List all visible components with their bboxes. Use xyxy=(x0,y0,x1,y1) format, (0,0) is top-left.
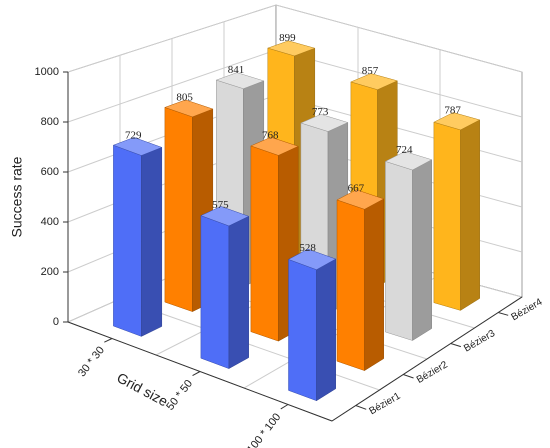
bar-side xyxy=(228,215,249,370)
x-tick xyxy=(104,338,113,343)
z-tick-label: 200 xyxy=(41,266,59,278)
bar-face xyxy=(164,107,193,312)
z-tick-label: 800 xyxy=(41,116,59,128)
value-label: 787 xyxy=(444,105,461,117)
value-label: 773 xyxy=(312,106,329,118)
x-tick-label: 30 * 30 xyxy=(76,344,107,379)
bar-top xyxy=(384,151,433,171)
bar-top xyxy=(200,206,250,227)
z-tick-label: 1000 xyxy=(35,66,59,78)
bar-face xyxy=(113,144,142,337)
bar-side xyxy=(412,159,432,341)
bar-top xyxy=(112,137,163,156)
bar-face xyxy=(288,259,317,402)
series-tick xyxy=(498,311,509,316)
value-label: 528 xyxy=(299,242,316,254)
bar-side xyxy=(460,119,480,311)
series-tick xyxy=(450,342,462,348)
value-label: 729 xyxy=(125,129,142,141)
bar-top xyxy=(336,189,385,210)
bar-top xyxy=(250,136,299,156)
bar-face xyxy=(200,215,230,369)
value-label: 768 xyxy=(262,129,279,141)
value-label: 667 xyxy=(348,182,365,194)
bar-top xyxy=(300,114,349,132)
grid-line xyxy=(67,4,523,73)
x-tick xyxy=(280,404,289,410)
bar-face xyxy=(250,145,279,342)
bar-side xyxy=(364,198,384,372)
value-label: 805 xyxy=(176,92,193,104)
value-label: 899 xyxy=(279,32,296,44)
bar-side xyxy=(141,147,163,337)
bar-top xyxy=(164,99,214,118)
bar-top xyxy=(350,73,399,90)
x-tick xyxy=(192,371,201,376)
z-axis-label: Success rate xyxy=(9,156,25,237)
series-tick xyxy=(355,405,367,410)
value-label: 841 xyxy=(228,64,245,76)
bar-top xyxy=(215,72,265,89)
bar-side xyxy=(316,258,336,402)
series-axis xyxy=(331,296,523,422)
z-tick-label: 0 xyxy=(53,316,59,328)
value-label: 575 xyxy=(212,199,229,211)
floor-grid-line xyxy=(119,298,380,391)
bar-face xyxy=(433,121,461,311)
x-axis-label: Grid size xyxy=(114,369,170,409)
bar-face xyxy=(385,161,413,341)
x-tick-label: 100 * 100 xyxy=(245,411,283,448)
series-tick xyxy=(403,374,414,379)
value-label: 857 xyxy=(362,65,379,77)
bar-top xyxy=(287,248,337,270)
bar-top xyxy=(266,40,316,57)
bar-face xyxy=(336,199,365,371)
z-tick-label: 400 xyxy=(41,216,59,228)
z-tick-label: 600 xyxy=(41,166,59,178)
bar-top xyxy=(433,112,481,131)
value-label: 724 xyxy=(396,144,413,156)
